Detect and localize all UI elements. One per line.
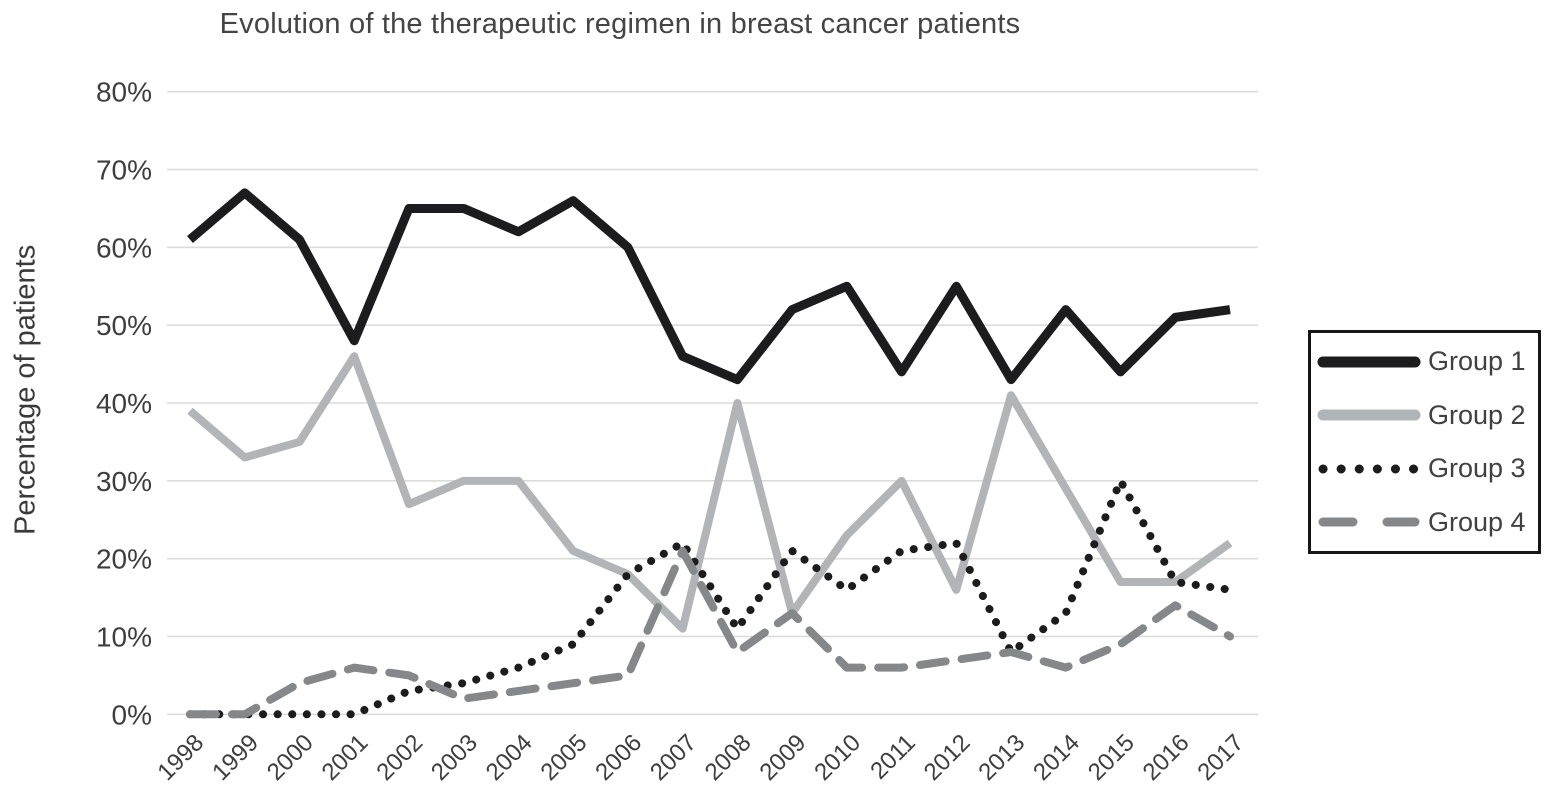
x-tick-label: 2017 bbox=[1192, 729, 1249, 786]
y-tick-label: 50% bbox=[96, 310, 152, 341]
legend: Group 1 Group 2 Group 3 Group 4 bbox=[1308, 330, 1541, 554]
x-tick-label: 2006 bbox=[590, 729, 647, 786]
chart-title: Evolution of the therapeutic regimen in … bbox=[219, 8, 1021, 40]
legend-line-dotted-icon bbox=[1318, 464, 1420, 474]
x-tick-label: 2013 bbox=[973, 729, 1030, 786]
legend-item-group-3: Group 3 bbox=[1311, 453, 1538, 484]
x-tick-label: 2004 bbox=[481, 729, 538, 786]
x-tick-label: 2003 bbox=[426, 729, 483, 786]
x-tick-label: 2007 bbox=[645, 729, 702, 786]
y-tick-label: 80% bbox=[96, 77, 152, 108]
y-tick-label: 20% bbox=[96, 544, 152, 575]
x-tick-label: 2014 bbox=[1028, 729, 1085, 786]
y-tick-label: 70% bbox=[96, 155, 152, 186]
x-tick-label: 2012 bbox=[919, 729, 976, 786]
series-line-group-3 bbox=[186, 476, 1234, 719]
series-line-group-4 bbox=[186, 546, 1234, 719]
x-tick-label: 2002 bbox=[371, 729, 428, 786]
y-axis-label: Percentage of patients bbox=[9, 244, 42, 536]
x-tick-label: 1999 bbox=[207, 729, 264, 786]
legend-item-group-1: Group 1 bbox=[1311, 346, 1538, 377]
legend-item-group-4: Group 4 bbox=[1311, 507, 1538, 538]
series-line-group-2 bbox=[187, 352, 1233, 633]
legend-label-group-1: Group 1 bbox=[1428, 346, 1526, 377]
x-tick-label: 2016 bbox=[1138, 729, 1195, 786]
legend-item-group-2: Group 2 bbox=[1311, 400, 1538, 431]
legend-label-group-2: Group 2 bbox=[1428, 399, 1526, 430]
x-tick-label: 2000 bbox=[262, 729, 319, 786]
legend-label-group-3: Group 3 bbox=[1428, 453, 1526, 484]
x-tick-label: 2009 bbox=[755, 729, 812, 786]
y-tick-label: 30% bbox=[96, 466, 152, 497]
legend-line-dashed-icon bbox=[1318, 517, 1420, 527]
x-tick-label: 2010 bbox=[809, 729, 866, 786]
legend-label-group-4: Group 4 bbox=[1428, 506, 1526, 537]
legend-line-solid-black-icon bbox=[1317, 356, 1421, 368]
x-tick-label: 1998 bbox=[152, 729, 209, 786]
x-tick-label: 2008 bbox=[700, 729, 757, 786]
y-tick-label: 10% bbox=[96, 621, 152, 652]
series-line-group-1 bbox=[187, 188, 1231, 385]
x-tick-label: 2005 bbox=[536, 729, 593, 786]
x-tick-label: 2011 bbox=[865, 729, 921, 785]
x-tick-label: 2001 bbox=[317, 729, 374, 786]
y-tick-label: 40% bbox=[96, 388, 152, 419]
y-tick-label: 0% bbox=[112, 699, 152, 730]
y-tick-label: 60% bbox=[96, 232, 152, 263]
x-tick-label: 2015 bbox=[1083, 729, 1140, 786]
legend-line-solid-gray-icon bbox=[1317, 409, 1421, 421]
